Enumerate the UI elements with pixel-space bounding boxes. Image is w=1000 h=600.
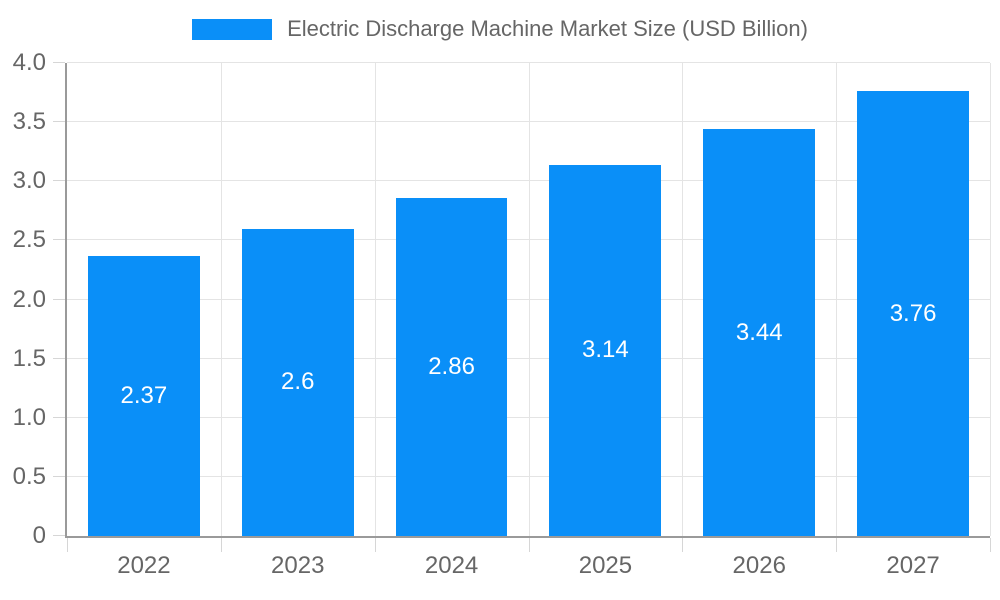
x-gridline	[220, 63, 222, 536]
y-axis-tick	[53, 475, 65, 477]
x-axis-label: 2025	[578, 552, 633, 579]
x-axis-tick	[528, 538, 530, 552]
y-gridline	[67, 62, 990, 63]
chart-legend[interactable]: Electric Discharge Machine Market Size (…	[0, 16, 1000, 42]
bar-value-label: 3.44	[735, 318, 783, 346]
bar-value-label: 2.6	[281, 368, 315, 396]
y-axis-tick	[53, 298, 65, 300]
x-gridline	[528, 63, 530, 536]
y-axis-tick	[53, 62, 65, 63]
x-axis-label: 2023	[271, 552, 325, 579]
y-axis-tick	[53, 535, 65, 536]
bar-value-label: 2.37	[120, 381, 168, 409]
x-axis-tick	[374, 538, 376, 552]
x-axis-label: 2027	[886, 552, 940, 579]
plot-area: 0 0.5 1.0 1.5 2.0 2.5 3.0 3.5 4.0 2.37 2022 2.6 2023…	[13, 51, 991, 578]
x-axis-label: 2026	[732, 552, 786, 579]
y-axis-label: 0	[32, 522, 46, 549]
y-axis-label: 2.0	[12, 285, 46, 313]
x-axis-label: 2024	[424, 552, 479, 579]
y-axis-label: 3.0	[12, 167, 46, 195]
bar-2026[interactable]: 3.44	[703, 129, 816, 536]
y-axis-label: 1.0	[12, 403, 46, 431]
x-axis-tick	[990, 538, 991, 552]
x-axis-label: 2022	[117, 552, 171, 579]
y-axis-label: 0.5	[12, 462, 46, 490]
bar-2022[interactable]: 2.37	[87, 255, 200, 536]
bar-2023[interactable]: 2.6	[241, 228, 354, 536]
legend-swatch[interactable]	[192, 18, 273, 40]
bar-value-label: 3.14	[582, 336, 629, 364]
x-axis-tick	[67, 538, 68, 552]
y-axis-label: 1.5	[12, 344, 46, 372]
bar-value-label: 2.86	[428, 352, 475, 380]
x-axis-tick	[836, 538, 838, 552]
legend-label: Electric Discharge Machine Market Size (…	[287, 16, 808, 41]
y-axis-tick	[53, 121, 65, 123]
x-gridline	[990, 63, 991, 536]
y-axis-tick	[53, 180, 65, 182]
y-axis-label: 2.5	[12, 226, 46, 254]
x-axis-tick	[220, 538, 222, 552]
bar-2024[interactable]: 2.86	[395, 197, 508, 536]
y-axis-tick	[53, 357, 65, 359]
bar-value-label: 3.76	[889, 299, 937, 327]
bar-2027[interactable]: 3.76	[857, 91, 969, 536]
y-axis-label: 3.5	[12, 108, 46, 136]
y-axis-label: 4.0	[12, 49, 46, 76]
y-axis-tick	[53, 416, 65, 418]
x-gridline	[836, 63, 838, 536]
bar-2025[interactable]: 3.14	[549, 164, 662, 536]
y-axis-tick	[53, 239, 65, 241]
x-gridline	[682, 63, 684, 536]
x-axis-tick	[682, 538, 684, 552]
x-gridline	[374, 63, 376, 536]
